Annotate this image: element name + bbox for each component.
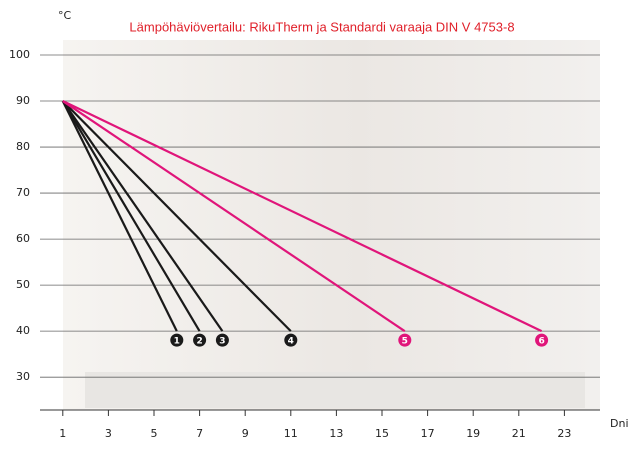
series-marker-label: 6 <box>538 337 544 347</box>
x-tick-label: 13 <box>329 427 343 440</box>
y-tick-label: 70 <box>16 186 30 199</box>
series-marker-label: 1 <box>174 337 180 347</box>
chart: Lämpöhäviövertailu: RikuTherm ja Standar… <box>0 0 632 466</box>
chart-title: Lämpöhäviövertailu: RikuTherm ja Standar… <box>129 19 514 34</box>
x-tick-label: 23 <box>557 427 571 440</box>
y-tick-label: 80 <box>16 140 30 153</box>
x-axis-label: Dni <box>610 417 629 430</box>
series-marker-label: 4 <box>288 337 294 347</box>
x-tick-label: 15 <box>375 427 389 440</box>
series-marker-label: 3 <box>219 337 225 347</box>
y-tick-label: 90 <box>16 94 30 107</box>
y-axis-label: °C <box>58 9 72 22</box>
x-tick-label: 9 <box>242 427 249 440</box>
x-tick-label: 3 <box>105 427 112 440</box>
x-tick-label: 5 <box>151 427 158 440</box>
x-tick-label: 11 <box>284 427 298 440</box>
y-tick-label: 50 <box>16 278 30 291</box>
x-tick-label: 1 <box>59 427 66 440</box>
background-photo <box>63 40 600 410</box>
x-tick-label: 7 <box>196 427 203 440</box>
y-tick-label: 100 <box>9 48 30 61</box>
x-tick-label: 17 <box>421 427 435 440</box>
y-tick-label: 60 <box>16 232 30 245</box>
series-marker-label: 2 <box>196 337 202 347</box>
series-marker-label: 5 <box>402 337 408 347</box>
y-tick-label: 40 <box>16 324 30 337</box>
x-tick-label: 21 <box>512 427 526 440</box>
y-tick-label: 30 <box>16 370 30 383</box>
x-tick-label: 19 <box>466 427 480 440</box>
